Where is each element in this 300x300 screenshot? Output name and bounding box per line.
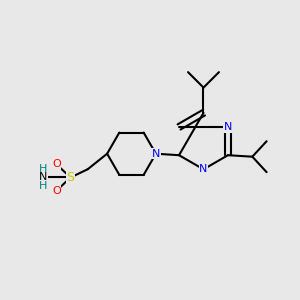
Text: N: N	[152, 149, 160, 159]
Text: N: N	[39, 172, 47, 182]
Text: H: H	[39, 164, 47, 174]
Text: N: N	[199, 164, 208, 174]
Text: O: O	[52, 159, 61, 169]
Text: H: H	[39, 182, 47, 191]
Text: O: O	[52, 186, 61, 196]
Text: N: N	[224, 122, 232, 132]
Text: S: S	[67, 171, 75, 184]
